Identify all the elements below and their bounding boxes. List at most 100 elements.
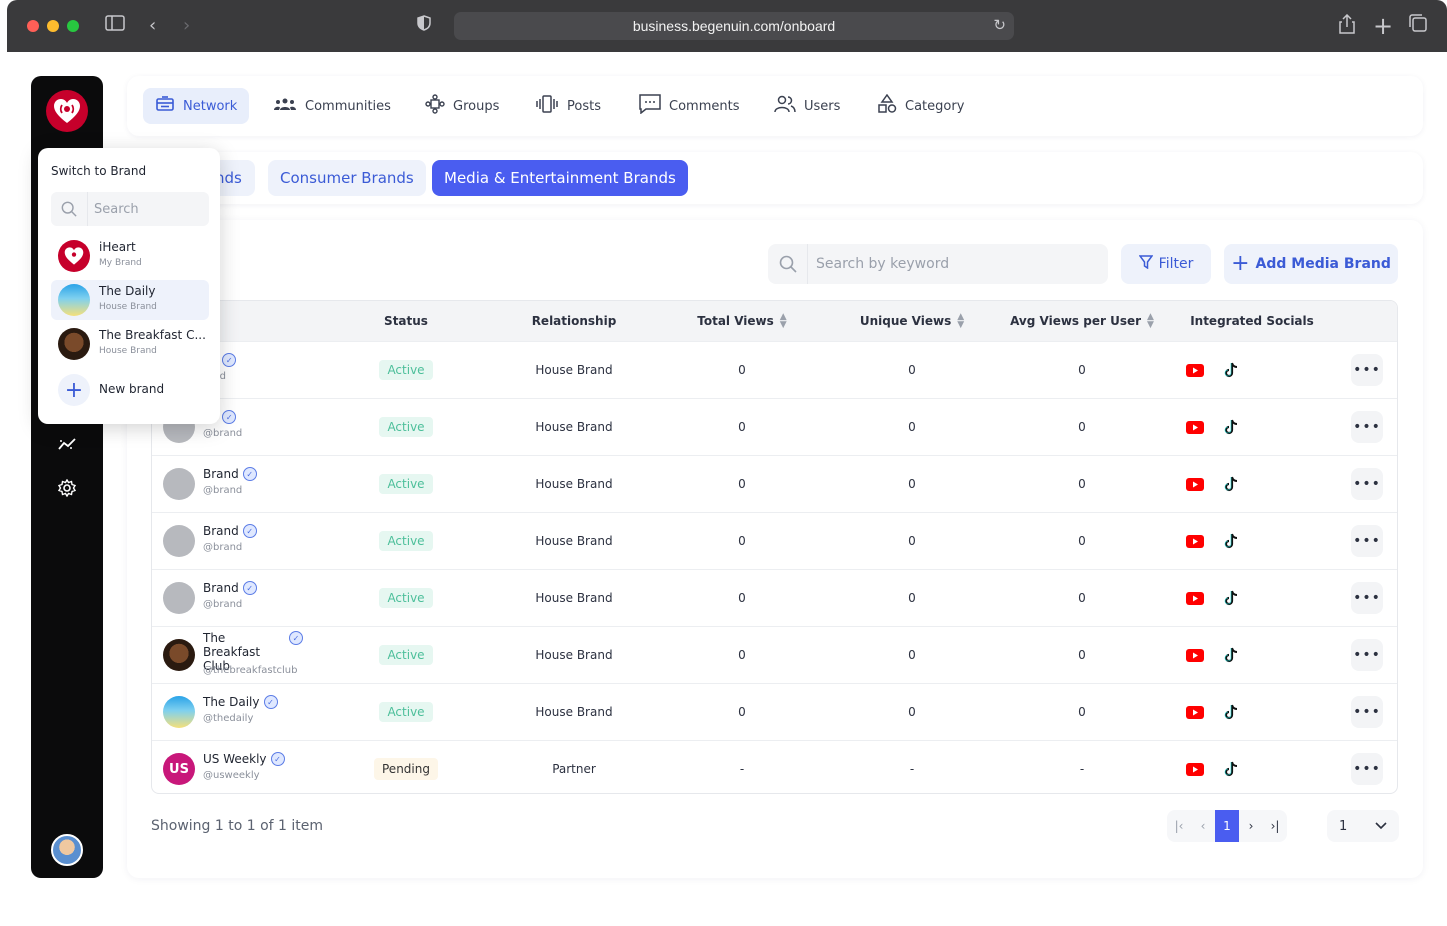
tiktok-icon[interactable] (1221, 531, 1241, 551)
forward-icon[interactable]: › (183, 15, 191, 36)
new-tab-icon[interactable]: + (1373, 12, 1394, 40)
nav-users[interactable]: Users (762, 88, 852, 124)
avg-views-cell: 0 (1078, 591, 1086, 605)
tiktok-icon[interactable] (1221, 360, 1241, 380)
header-unique-views[interactable]: Unique Views ▲ ▼ (852, 301, 972, 341)
table-row[interactable]: The Breakfast Club ✓ @thebreakfastclub Acti… (152, 626, 1397, 683)
row-more-button[interactable]: ••• (1351, 753, 1383, 785)
next-page-button[interactable]: › (1248, 819, 1254, 833)
reload-icon[interactable]: ↻ (993, 17, 1006, 34)
header-total-views[interactable]: Total Views ▲ ▼ (682, 301, 802, 341)
table-row[interactable]: Brand ✓ @brand Active House Brand 0 0 0 ••• (152, 512, 1397, 569)
settings-icon[interactable] (57, 478, 77, 498)
back-icon[interactable]: ‹ (149, 15, 157, 36)
tiktok-icon[interactable] (1221, 702, 1241, 722)
tiktok-icon[interactable] (1221, 417, 1241, 437)
page-button-current[interactable]: 1 (1215, 810, 1239, 842)
row-more-button[interactable]: ••• (1351, 468, 1383, 500)
row-more-button[interactable]: ••• (1351, 354, 1383, 386)
minimize-window-button[interactable] (47, 20, 59, 32)
privacy-shield-icon[interactable] (417, 14, 431, 38)
iheart-logo[interactable] (46, 90, 88, 132)
unique-views-cell: 0 (908, 363, 916, 377)
nav-posts[interactable]: Posts (523, 88, 613, 124)
switcher-item-the-daily[interactable]: The Daily House Brand (51, 280, 209, 320)
search-icon (61, 201, 77, 217)
table-row[interactable]: Brand ✓ @brand Active House Brand 0 0 0 ••• (152, 569, 1397, 626)
analytics-icon[interactable] (57, 434, 77, 454)
youtube-icon[interactable] (1185, 531, 1205, 551)
youtube-icon[interactable] (1185, 759, 1205, 779)
verified-badge-icon: ✓ (289, 631, 303, 645)
browser-toolbar: ‹ › business.begenuin.com/onboard ↻ + (7, 0, 1447, 52)
youtube-icon[interactable] (1185, 417, 1205, 437)
sort-icon[interactable]: ▲ ▼ (957, 312, 965, 330)
filter-button[interactable]: Filter (1121, 244, 1211, 284)
switcher-search-input[interactable] (94, 201, 204, 217)
tiktok-icon[interactable] (1221, 474, 1241, 494)
nav-groups[interactable]: Groups (413, 88, 511, 124)
keyword-search (768, 244, 1108, 284)
nav-communities[interactable]: Communities (261, 88, 403, 124)
switcher-item-sub: House Brand (99, 302, 157, 312)
switcher-item-iheart[interactable]: iHeart My Brand (51, 236, 209, 276)
header-avg-views[interactable]: Avg Views per User ▲ ▼ (1002, 301, 1162, 341)
per-page-select[interactable]: 1 (1327, 810, 1399, 842)
brand-name[interactable]: US Weekly ✓ (203, 752, 285, 766)
table-row[interactable]: US US Weekly ✓ @usweekly Pending Partner - - - ••… (152, 740, 1397, 793)
status-cell: Active (366, 342, 446, 398)
nav-comments[interactable]: Comments (627, 88, 751, 124)
sort-icon[interactable]: ▲ ▼ (779, 312, 787, 330)
row-more-button[interactable]: ••• (1351, 696, 1383, 728)
table-row[interactable]: The Daily ✓ @thedaily Active House Brand 0 0 0 •… (152, 683, 1397, 740)
last-page-button[interactable]: ›| (1270, 819, 1280, 833)
avg-views-cell: 0 (1078, 477, 1086, 491)
sort-icon[interactable]: ▲ ▼ (1147, 312, 1154, 330)
tab-consumer-brands[interactable]: Consumer Brands (268, 160, 426, 196)
relationship-cell: House Brand (535, 477, 613, 491)
youtube-icon[interactable] (1185, 588, 1205, 608)
close-window-button[interactable] (27, 20, 39, 32)
row-more-button[interactable]: ••• (1351, 525, 1383, 557)
user-avatar[interactable] (51, 834, 83, 866)
first-page-button[interactable]: |‹ (1174, 819, 1184, 833)
sidebar-toggle-icon[interactable] (105, 14, 125, 38)
youtube-icon[interactable] (1185, 645, 1205, 665)
unique-views-cell: 0 (908, 705, 916, 719)
header-integrated-socials: Integrated Socials (1182, 301, 1322, 341)
nav-groups-label: Groups (453, 98, 500, 114)
row-more-button[interactable]: ••• (1351, 639, 1383, 671)
table-row[interactable]: Brand ✓ @brand Active House Brand 0 0 0 ••• (152, 455, 1397, 512)
brand-handle: @brand (203, 428, 243, 439)
youtube-icon[interactable] (1185, 360, 1205, 380)
header-relationship-label: Relationship (531, 314, 617, 328)
row-more-button[interactable]: ••• (1351, 411, 1383, 443)
share-icon[interactable] (1339, 13, 1355, 41)
new-brand-button[interactable]: + New brand (51, 370, 209, 410)
nav-network[interactable]: Network (143, 88, 250, 124)
switcher-item-breakfast-club[interactable]: The Breakfast C... House Brand (51, 324, 209, 364)
tab-media-entertainment-brands[interactable]: Media & Entertainment Brands (432, 160, 688, 196)
add-media-brand-button[interactable]: + Add Media Brand (1224, 244, 1398, 284)
nav-category[interactable]: Category (865, 88, 976, 124)
keyword-search-input[interactable] (816, 256, 1086, 272)
brand-name[interactable]: Brand ✓ (203, 467, 257, 481)
brand-name[interactable]: Brand ✓ (203, 524, 257, 538)
youtube-icon[interactable] (1185, 474, 1205, 494)
header-total-views-label: Total Views (697, 314, 774, 328)
youtube-icon[interactable] (1185, 702, 1205, 722)
address-bar[interactable]: business.begenuin.com/onboard ↻ (454, 12, 1014, 40)
brand-name[interactable]: Brand ✓ (203, 581, 257, 595)
row-more-button[interactable]: ••• (1351, 582, 1383, 614)
tiktok-icon[interactable] (1221, 645, 1241, 665)
prev-page-button[interactable]: ‹ (1200, 819, 1206, 833)
status-cell: Active (366, 627, 446, 683)
tiktok-icon[interactable] (1221, 759, 1241, 779)
brand-name[interactable]: The Breakfast Club ✓ (203, 631, 303, 673)
tiktok-icon[interactable] (1221, 588, 1241, 608)
brand-name[interactable]: The Daily ✓ (203, 695, 278, 709)
tabs-overview-icon[interactable] (1409, 14, 1427, 39)
maximize-window-button[interactable] (67, 20, 79, 32)
